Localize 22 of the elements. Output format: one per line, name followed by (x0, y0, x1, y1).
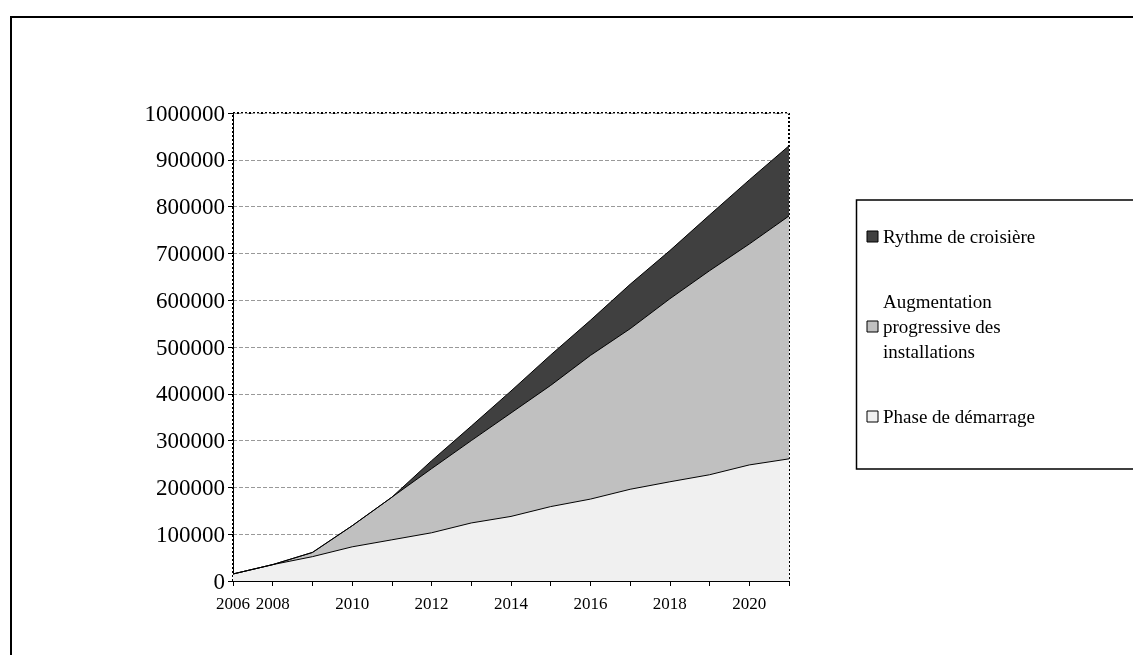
x-tick-label: 2010 (335, 594, 370, 613)
x-tick-label: 2020 (732, 594, 767, 613)
x-tick-label: 2008 (255, 594, 290, 613)
x-tick-label: 2012 (414, 594, 449, 613)
y-tick-label: 1000000 (144, 100, 225, 126)
y-tick-label: 300000 (156, 428, 225, 454)
x-tick-label: 2006 (216, 594, 250, 613)
y-tick-label: 500000 (156, 334, 225, 360)
y-tick-label: 100000 (156, 521, 225, 547)
y-tick-label: 0 (213, 568, 225, 594)
x-tick-label: 2018 (652, 594, 687, 613)
y-tick-label: 800000 (156, 194, 225, 220)
y-tick-label: 600000 (156, 287, 225, 313)
legend-label: Phase de démarrage (883, 406, 1035, 427)
x-tick-label: 2014 (494, 594, 529, 613)
y-tick-label: 400000 (156, 381, 225, 407)
y-tick-label: 700000 (156, 240, 225, 266)
legend-label: Rythme de croisière (883, 226, 1036, 247)
y-tick-label: 900000 (156, 147, 225, 173)
y-tick-label: 200000 (156, 474, 225, 500)
x-tick-label: 2016 (573, 594, 608, 613)
legend-label: Augmentation progressive des installations (883, 291, 1006, 362)
